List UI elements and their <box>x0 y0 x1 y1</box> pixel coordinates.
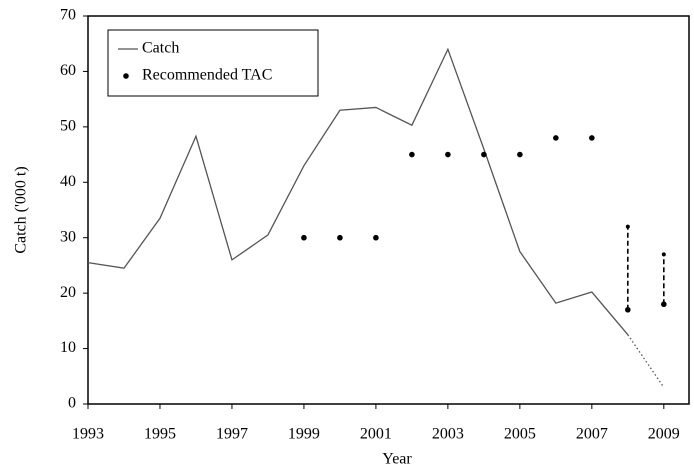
tac-point <box>409 151 415 158</box>
catch-line <box>627 334 665 388</box>
plot-frame <box>87 15 690 405</box>
legend-label: Recommended TAC <box>142 67 272 84</box>
tac-range-low <box>625 306 631 313</box>
y-tick-label: 50 <box>60 118 76 135</box>
y-tick-label: 60 <box>60 62 76 79</box>
legend-box <box>107 29 319 97</box>
tac-point <box>517 151 523 158</box>
legend-dot <box>123 73 129 79</box>
tac-point <box>445 151 451 158</box>
x-tick-label: 2009 <box>648 426 680 443</box>
tac-range-high <box>661 252 666 257</box>
x-tick-label: 1999 <box>288 426 320 443</box>
catch-line <box>87 47 629 336</box>
x-tick-label: 2001 <box>360 426 392 443</box>
tac-point <box>481 151 487 158</box>
x-tick-label: 1993 <box>72 426 104 443</box>
y-tick-label: 0 <box>68 395 76 412</box>
legend-label: Catch <box>142 40 179 57</box>
tac-point <box>301 234 307 241</box>
y-tick-label: 20 <box>60 284 76 301</box>
x-tick-label: 2007 <box>576 426 608 443</box>
tac-point <box>373 234 379 241</box>
tac-point <box>553 135 559 141</box>
x-axis-label: Year <box>382 451 412 468</box>
tac-range-low <box>661 301 667 308</box>
tac-range-high <box>625 224 630 229</box>
y-tick-label: 30 <box>60 228 76 245</box>
y-tick-label: 10 <box>60 339 76 356</box>
y-axis-label: Catch ('000 t) <box>13 166 30 253</box>
tac-point <box>589 135 595 141</box>
x-tick-label: 2003 <box>432 426 464 443</box>
x-tick-label: 1995 <box>144 426 176 443</box>
tac-point <box>337 234 343 241</box>
y-tick-label: 70 <box>60 7 76 24</box>
x-tick-label: 1997 <box>216 426 248 443</box>
x-tick-label: 2005 <box>504 426 536 443</box>
y-tick-label: 40 <box>60 173 76 190</box>
